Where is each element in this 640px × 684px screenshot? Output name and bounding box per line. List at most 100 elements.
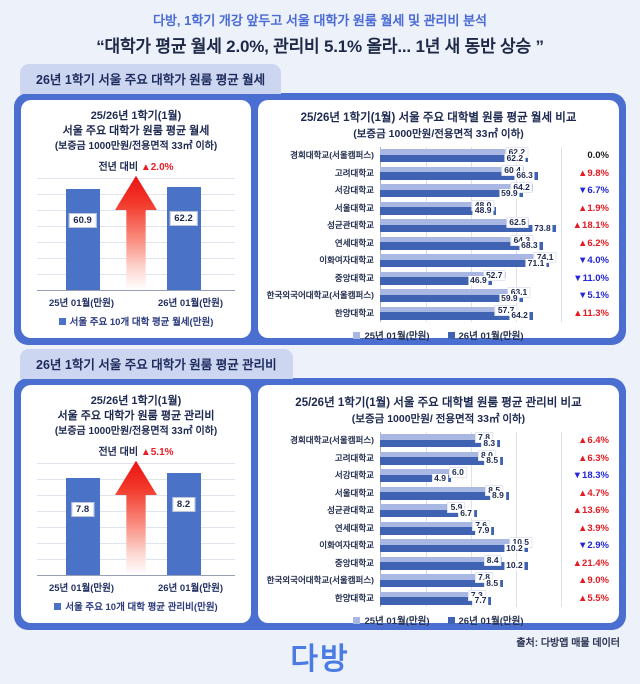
university-label: 서울대학교 xyxy=(334,202,374,213)
change-label: ▼5.1% xyxy=(577,290,609,301)
row-bars: 7.8 8.5 xyxy=(380,572,561,590)
bar-curr-value: 10.2 xyxy=(504,542,525,553)
bar-curr xyxy=(380,439,501,447)
summary-plot: 60.9 62.2 xyxy=(37,175,235,291)
bar-curr-value: 8.5 xyxy=(484,455,501,465)
bar-curr-value: 7.7 xyxy=(472,595,489,605)
bar-curr-value: 62.2 xyxy=(504,152,526,163)
summary-x-axis: 25년 01월(만원) 26년 01월(만원) xyxy=(27,295,245,309)
change-label: ▲9.0% xyxy=(577,575,609,586)
grid-overlay xyxy=(380,432,562,607)
bar-prev xyxy=(380,219,529,226)
summary-plot: 7.8 8.2 xyxy=(37,460,235,576)
gridline xyxy=(426,147,427,322)
bar-curr-value: 46.9 xyxy=(468,275,489,285)
bar-prev xyxy=(380,539,533,546)
university-label: 연세대학교 xyxy=(334,522,374,533)
bar-curr-value: 8.3 xyxy=(481,437,498,448)
bar-prev xyxy=(380,504,466,511)
compare-title: 25/26년 1학기(1월) 서울 주요 대학별 원룸 평균 관리비 비교 xyxy=(295,397,582,409)
bar-curr-value: 10.2 xyxy=(504,560,525,570)
row-bars: 64.2 59.9 xyxy=(380,182,561,200)
bar-prev-value: 52.7 xyxy=(482,269,506,281)
bar-prev xyxy=(380,434,493,441)
summary-legend: 서울 주요 10개 대학 평균 월세(만원) xyxy=(27,314,245,328)
legend-item: 25년 01월(만원) xyxy=(353,613,430,627)
university-label: 경희대학교(서울캠퍼스) xyxy=(290,435,374,445)
bar-prev-value: 7.8 xyxy=(475,572,493,583)
axis-label: 25년 01월(만원) xyxy=(48,582,115,594)
bar-curr-value: 4.9 xyxy=(432,472,448,483)
row-bars: 60.4 66.3 xyxy=(380,164,561,183)
row-bars: 64.3 68.3 xyxy=(380,234,561,253)
bar-curr-value: 8.5 xyxy=(484,577,501,588)
change-label: ▼11.0% xyxy=(573,272,609,284)
bar-curr-value: 7.9 xyxy=(475,525,492,535)
legend-item: 26년 01월(만원) xyxy=(447,328,524,342)
compare-row: 중앙대학교 8.4 10.2 ▲21.4% xyxy=(266,554,611,573)
legend-label: 25년 01월(만원) xyxy=(364,331,430,342)
bar-curr xyxy=(380,259,550,267)
compare-row: 고려대학교 60.4 66.3 ▲9.8% xyxy=(266,164,611,183)
axis-label: 25년 01월(만원) xyxy=(48,297,115,309)
row-bars: 5.9 6.7 xyxy=(380,502,561,520)
gridline xyxy=(426,432,427,607)
bar-prev xyxy=(380,201,495,208)
yoy-row: 전년 대비 ▲5.1% xyxy=(27,443,245,458)
change-label: ▲5.5% xyxy=(577,592,609,604)
bar-prev xyxy=(380,166,524,173)
dabang-logo: 다방 xyxy=(290,643,350,676)
change-label: ▼6.7% xyxy=(577,185,609,196)
compare-rows: 경희대학교(서울캠퍼스) 62.2 62.2 0.0% 고려대학교 60.4 66.3 ▲9.… xyxy=(266,147,611,322)
bar-prev-value: 6.0 xyxy=(449,467,467,478)
compare-row: 성균관대학교 5.9 6.7 ▲13.6% xyxy=(266,502,611,520)
legend-label: 26년 01월(만원) xyxy=(458,331,524,342)
change-label: ▲21.4% xyxy=(572,557,609,569)
bar-prev xyxy=(380,236,534,243)
source-credit: 출처: 다방앱 매물 데이터 xyxy=(516,638,620,649)
change-label: ▼18.3% xyxy=(572,470,609,481)
row-bars: 10.5 10.2 xyxy=(380,537,561,555)
bar-prev-value: 5.9 xyxy=(447,502,466,513)
row-bars: 7.6 7.9 xyxy=(380,519,561,538)
bar-prev-value: 60.4 xyxy=(501,164,524,176)
compare-row: 서울대학교 8.5 8.9 ▲4.7% xyxy=(266,484,611,503)
bar-curr-value: 66.3 xyxy=(514,170,535,180)
row-bars: 62.5 73.8 xyxy=(380,217,561,235)
university-label: 이화여자대학교 xyxy=(319,540,374,550)
row-bars: 48.0 48.9 xyxy=(380,199,561,218)
university-label: 서강대학교 xyxy=(334,470,374,480)
bar-prev xyxy=(380,289,531,296)
gridline xyxy=(516,432,517,607)
yoy-change-value: ▲2.0% xyxy=(140,161,174,173)
bar-curr-value: 64.2 xyxy=(509,310,530,320)
bar-prev xyxy=(380,556,502,563)
legend-label: 서울 주요 10개 대학 평균 월세(만원) xyxy=(69,316,214,328)
panel-fee: 25/26년 1학기(1월) 서울 주요 대학가 원룸 평균 관리비 (보증금 10… xyxy=(14,378,626,630)
change-label: ▲11.3% xyxy=(573,307,609,319)
bar-curr xyxy=(380,597,492,605)
yoy-up-arrow-icon xyxy=(115,175,157,290)
yoy-up-arrow-icon xyxy=(115,460,157,575)
compare-row: 서강대학교 6.0 4.9 ▼18.3% xyxy=(266,467,611,485)
compare-row: 서울대학교 48.0 48.9 ▲1.9% xyxy=(266,199,611,218)
compare-row: 한양대학교 57.7 64.2 ▲11.3% xyxy=(266,304,611,323)
yoy-change-value: ▲5.1% xyxy=(140,446,174,458)
bar-prev-value: 8.4 xyxy=(483,554,502,566)
panel-rent: 25/26년 1학기(1월) 서울 주요 대학가 원룸 평균 월세 (보증금 100… xyxy=(14,93,626,345)
bar-prev xyxy=(380,574,493,581)
compare-row: 이화여자대학교 74.1 71.1 ▼4.0% xyxy=(266,252,611,270)
bar-prev xyxy=(380,591,486,598)
university-label: 서강대학교 xyxy=(334,185,374,195)
row-bars: 7.8 8.3 xyxy=(380,432,561,450)
compare-chart-rent: 25/26년 1학기(1월) 서울 주요 대학별 원룸 평균 월세 비교 (보증금… xyxy=(258,100,619,342)
yoy-row: 전년 대비 ▲2.0% xyxy=(27,158,245,173)
bar-curr xyxy=(380,579,504,587)
summary-bar-value: 8.2 xyxy=(171,496,196,512)
compare-subtitle: (보증금 1000만원/전용면적 33㎡ 이하) xyxy=(353,128,524,140)
page-title: “대학가 평균 월세 2.0%, 관리비 5.1% 올라... 1년 새 동반 … xyxy=(96,37,544,56)
university-label: 성균관대학교 xyxy=(327,220,374,230)
bar-curr xyxy=(380,172,538,180)
bar-prev-value: 64.2 xyxy=(510,182,533,193)
bar-curr xyxy=(380,457,504,465)
